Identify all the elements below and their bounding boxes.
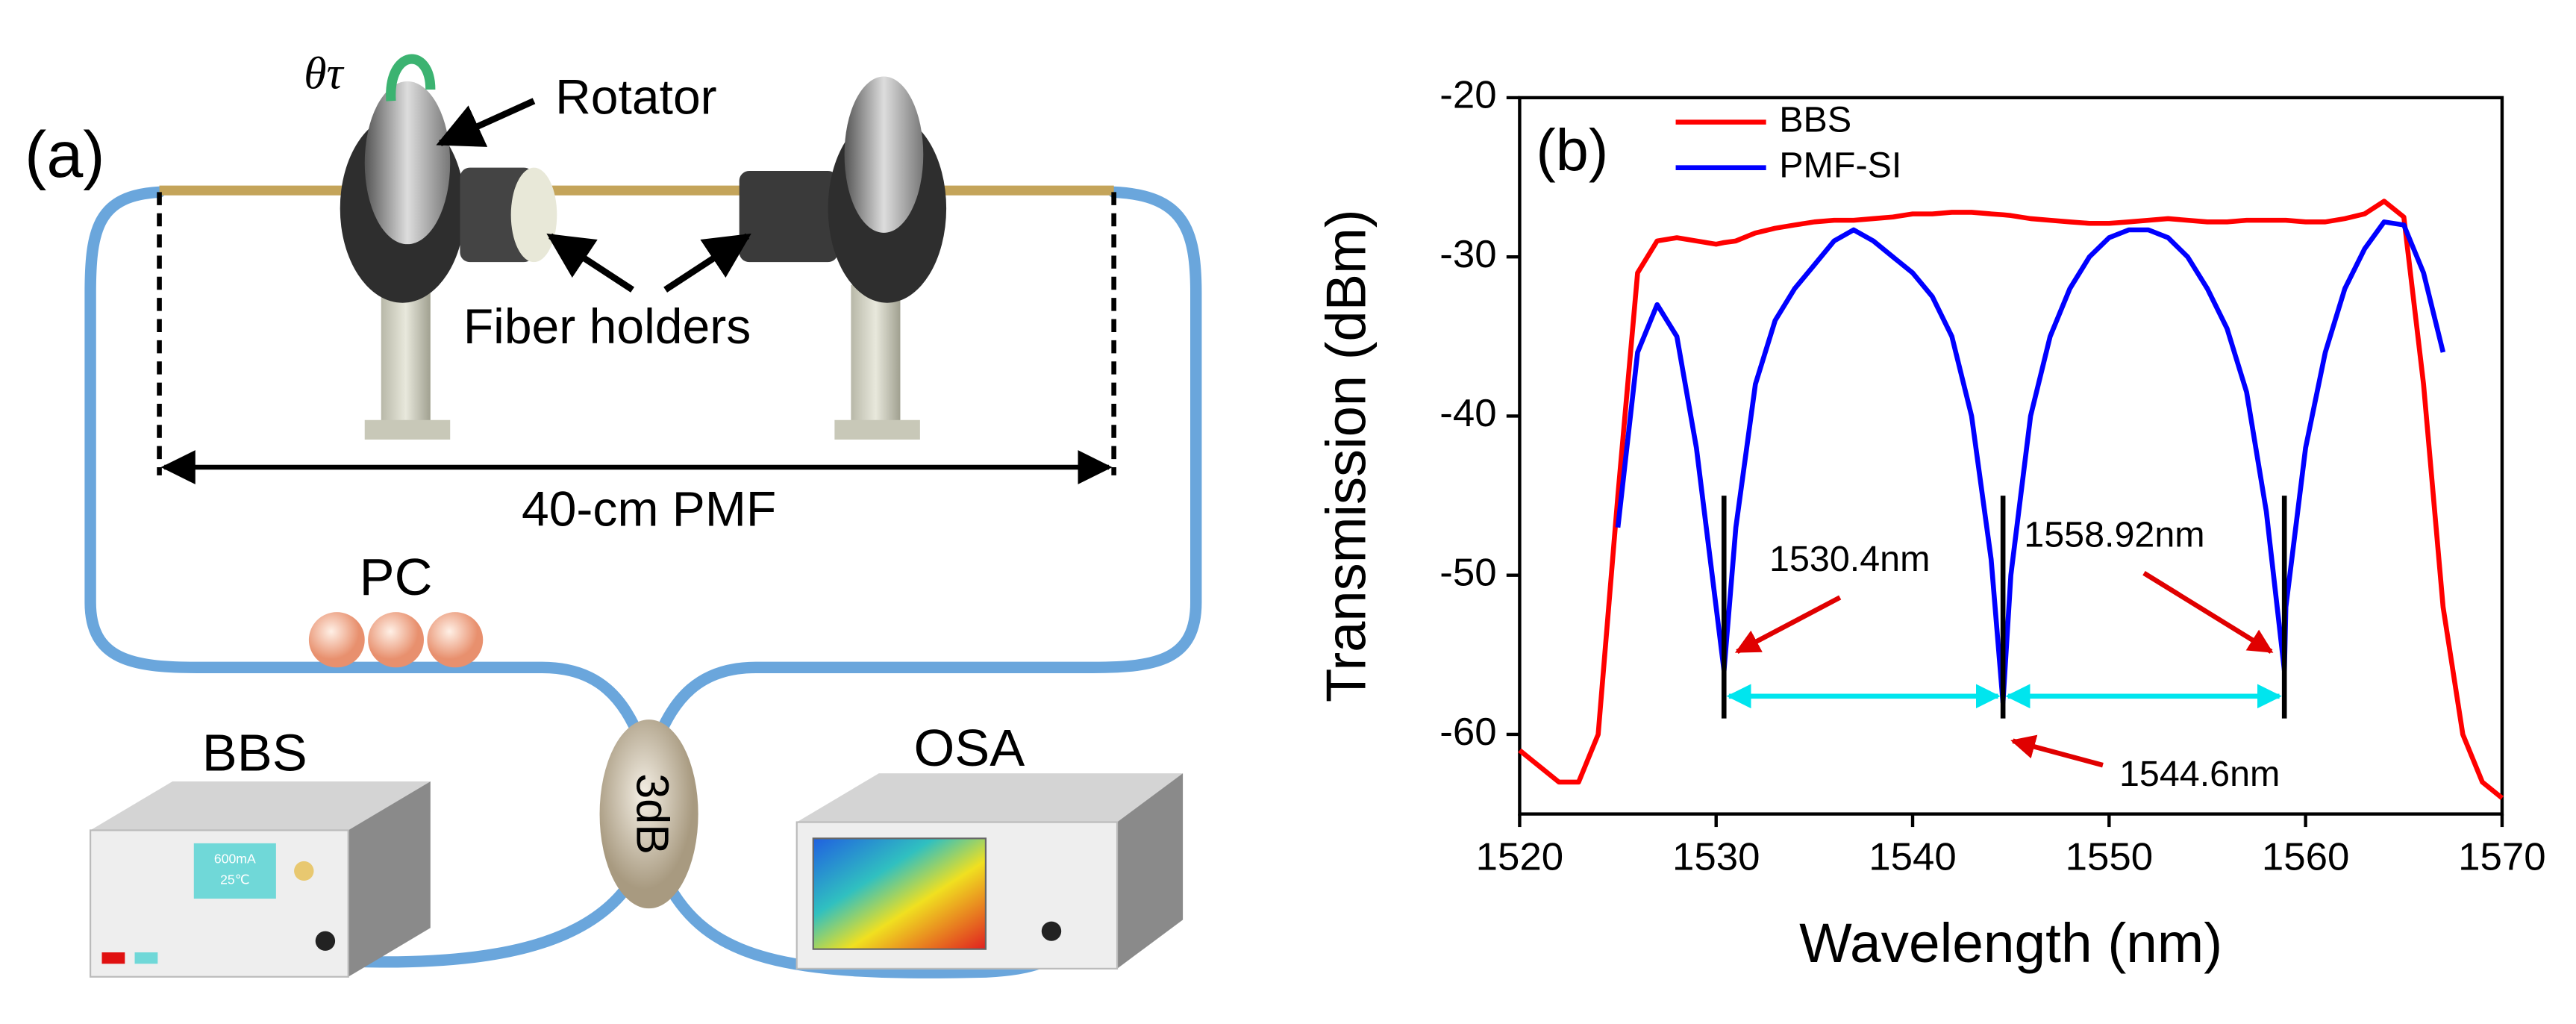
rotator-disc	[364, 81, 451, 245]
annotation-arrow	[2010, 734, 2104, 768]
pointer-arrow	[663, 233, 751, 293]
pc-paddle	[368, 612, 424, 668]
legend-label: PMF-SI	[1779, 146, 1901, 186]
panel-label: (a)	[25, 118, 105, 191]
osa-label: OSA	[914, 719, 1025, 777]
y-axis-label: Transmission (dBm)	[1315, 209, 1377, 702]
series-line	[1615, 219, 2446, 705]
x-tick-label: 1520	[1476, 835, 1564, 879]
rotator-label: Rotator	[555, 69, 717, 125]
x-tick-label: 1530	[1672, 835, 1760, 879]
pc-paddle	[308, 612, 365, 668]
coupler	[599, 719, 698, 909]
angle-label: θτ	[304, 49, 344, 99]
x-tick-label: 1550	[2066, 835, 2154, 879]
holders-label: Fiber holders	[463, 299, 751, 354]
osa-side	[1117, 773, 1184, 969]
annotation-label: 1544.6nm	[2119, 754, 2280, 794]
display-text: 25℃	[220, 872, 249, 887]
pointer-arrow	[436, 98, 536, 147]
y-tick-label: -60	[1439, 710, 1496, 754]
x-tick-label: 1570	[2458, 835, 2546, 879]
y-tick-label: -30	[1439, 232, 1496, 276]
osa-screen	[812, 837, 987, 950]
y-tick-label: -40	[1439, 391, 1496, 435]
y-tick-label: -20	[1439, 73, 1496, 117]
x-tick-label: 1560	[2262, 835, 2350, 879]
y-tick-label: -50	[1439, 551, 1496, 595]
pc-paddle	[427, 612, 484, 668]
fiber-holder-face	[510, 167, 557, 263]
knob	[294, 861, 314, 881]
pointer-arrow	[546, 233, 635, 293]
post	[851, 284, 901, 432]
display-text: 600mA	[214, 851, 256, 866]
post-base	[364, 419, 451, 440]
legend-label: BBS	[1779, 99, 1851, 140]
mount-disc	[844, 76, 924, 233]
post-base	[834, 419, 920, 440]
series-line	[1518, 199, 2504, 800]
annotation-arrow	[2142, 571, 2274, 654]
length-label: 40-cm PMF	[522, 481, 776, 537]
annotation-label: 1558.92nm	[2024, 515, 2204, 555]
led	[134, 952, 158, 964]
fiber-loop	[84, 186, 1202, 978]
x-axis-label: Wavelength (nm)	[1799, 912, 2222, 974]
chart: (b) Wavelength (nm) Transmission (dBm) 1…	[1315, 73, 2546, 974]
port	[315, 931, 336, 951]
coupler-label: 3dB	[626, 773, 678, 855]
bbs-display	[193, 843, 276, 899]
post	[381, 284, 431, 432]
panel-label: (b)	[1536, 117, 1608, 183]
annotation-arrow	[1734, 595, 1842, 654]
osa-top	[796, 773, 1184, 822]
bbs-side	[348, 781, 431, 977]
led	[101, 952, 125, 964]
x-tick-label: 1540	[1869, 835, 1957, 879]
bbs-top	[90, 781, 431, 831]
setup-diagram: (a) θτ Rotator Fiber holders 40-cm PMF P…	[25, 49, 1202, 978]
plot-frame	[1518, 96, 2504, 816]
fiber-holder	[739, 171, 838, 263]
bbs-label: BBS	[202, 724, 307, 782]
pc-label: PC	[360, 548, 433, 606]
rotation-arrow	[386, 54, 436, 102]
port	[1041, 921, 1062, 941]
annotation-label: 1530.4nm	[1769, 539, 1930, 579]
